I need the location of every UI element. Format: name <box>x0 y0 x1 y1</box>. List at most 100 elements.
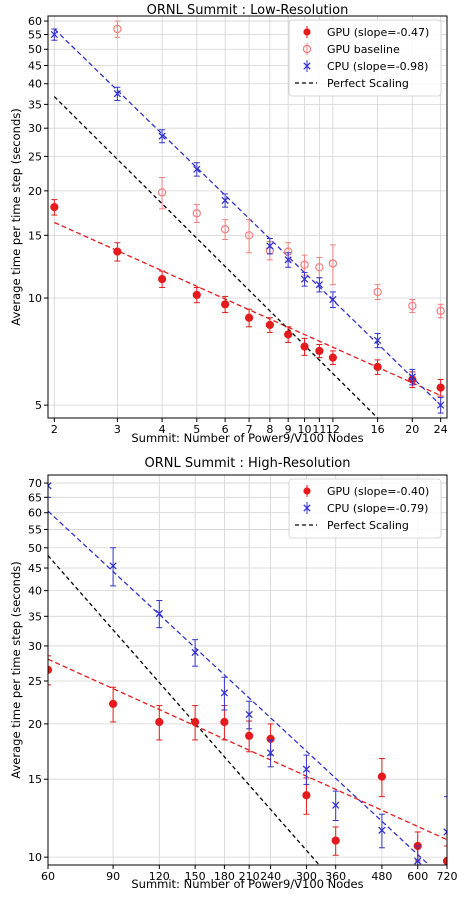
data-point <box>300 260 309 269</box>
x-tick-label: 6 <box>222 423 229 436</box>
x-tick-label: 2 <box>51 423 58 436</box>
data-point <box>113 24 122 34</box>
legend-box <box>288 19 442 97</box>
x-axis-label: Summit: Number of Power9/V100 Nodes <box>131 431 363 445</box>
data-point <box>302 765 311 773</box>
data-point <box>315 281 324 289</box>
legend: GPU (slope=-0.40) CPU (slope=-0.79) Perfec… <box>288 478 442 539</box>
legend-item: GPU (slope=-0.40) <box>303 485 429 498</box>
x-tick-label: 3 <box>114 423 121 436</box>
data-point <box>436 383 445 392</box>
chart-panel-2: 60 90 120 150 180 210 240 300 360 480 600 720 10 15 20… <box>9 456 458 891</box>
data-point <box>443 828 447 836</box>
legend-label: CPU (slope=-0.79) <box>327 502 428 515</box>
x-tick-label: 20 <box>405 423 419 436</box>
data-point <box>284 330 293 339</box>
data-point <box>109 562 117 570</box>
data-point <box>436 401 445 409</box>
y-tick-label: 60 <box>28 507 42 520</box>
data-point <box>113 247 122 256</box>
data-point <box>408 301 417 311</box>
legend-item: Perfect Scaling <box>295 519 409 532</box>
plot-area <box>50 20 445 418</box>
data-point <box>191 648 199 657</box>
legend-item: CPU (slope=-0.79) <box>303 502 428 515</box>
y-tick-label: 65 <box>28 491 42 504</box>
data-point <box>221 300 230 309</box>
data-point <box>245 710 253 719</box>
fit-line <box>48 658 447 841</box>
data-point <box>220 689 229 697</box>
x-axis-label: Summit: Number of Power9/V100 Nodes <box>131 877 363 891</box>
y-tick-label: 25 <box>28 675 42 688</box>
x-tick-label: 300 <box>296 870 317 883</box>
data-point <box>302 791 311 800</box>
grid-lines <box>47 475 448 865</box>
legend-label: Perfect Scaling <box>327 519 409 532</box>
data-point <box>315 263 324 272</box>
y-tick-label: 30 <box>28 640 42 653</box>
data-point <box>221 196 229 205</box>
data-point <box>245 313 254 322</box>
y-tick-label: 45 <box>28 562 42 575</box>
legend-label: Perfect Scaling <box>327 77 409 90</box>
y-axis-label: Average time per time step (seconds) <box>9 108 23 325</box>
y-tick-label: 70 <box>28 477 42 490</box>
y-tick-label: 35 <box>28 610 42 623</box>
y-tick-label: 60 <box>28 15 42 28</box>
data-point <box>315 346 324 356</box>
y-tick-label: 50 <box>28 43 42 56</box>
data-point <box>245 731 254 740</box>
plot-frame <box>47 15 448 419</box>
legend-box <box>288 478 442 539</box>
legend-label: GPU (slope=-0.40) <box>327 485 429 498</box>
data-point <box>158 274 167 284</box>
y-tick-label: 15 <box>28 229 42 242</box>
data-point <box>155 609 163 618</box>
legend-label: GPU baseline <box>327 43 400 56</box>
y-tick-label: 45 <box>28 60 42 73</box>
data-point <box>329 295 337 304</box>
chart-title: ORNL Summit : High-Resolution <box>144 456 350 471</box>
data-point <box>414 857 422 865</box>
y-tick-label: 25 <box>28 150 42 163</box>
data-point <box>109 699 118 708</box>
y-tick-label: 40 <box>28 585 42 598</box>
x-tick-label: 360 <box>325 870 346 883</box>
x-tick-label: 480 <box>371 870 392 883</box>
data-point <box>373 362 382 372</box>
series-points-x <box>50 28 445 414</box>
perfect-scaling-line <box>53 96 379 418</box>
x-tick-label: 5 <box>193 423 200 436</box>
data-point <box>266 749 275 757</box>
y-tick-label: 40 <box>28 78 42 91</box>
y-tick-label: 50 <box>28 542 42 555</box>
chart-panel-1: 2 3 4 5 6 7 8 9 10 11 12 16 20 2451015202530354045505… <box>9 3 448 445</box>
data-point <box>244 231 254 240</box>
legend-item: GPU (slope=-0.47) <box>303 26 429 39</box>
x-tick-label: 90 <box>106 870 120 883</box>
x-tick-label: 4 <box>159 423 166 436</box>
series-points-x <box>48 475 447 865</box>
legend-item: GPU baseline <box>302 43 400 56</box>
data-point <box>48 482 52 490</box>
x-tick-label: 9 <box>285 423 292 436</box>
data-point <box>50 203 59 212</box>
data-point <box>284 256 292 264</box>
x-tick-label: 60 <box>41 870 55 883</box>
data-point <box>192 209 201 218</box>
x-tick-label: 12 <box>326 423 340 436</box>
legend-item: CPU (slope=-0.98) <box>303 60 428 73</box>
x-tick-label: 7 <box>246 423 253 436</box>
y-tick-label: 20 <box>28 185 42 198</box>
data-point <box>157 188 167 197</box>
data-point <box>193 165 201 173</box>
data-point <box>377 772 386 781</box>
data-point <box>373 287 382 297</box>
data-point <box>191 717 200 727</box>
x-tick-label: 11 <box>312 423 326 436</box>
y-tick-label: 15 <box>28 773 42 786</box>
data-point <box>408 373 416 381</box>
data-point <box>265 320 274 330</box>
data-point <box>220 717 229 727</box>
